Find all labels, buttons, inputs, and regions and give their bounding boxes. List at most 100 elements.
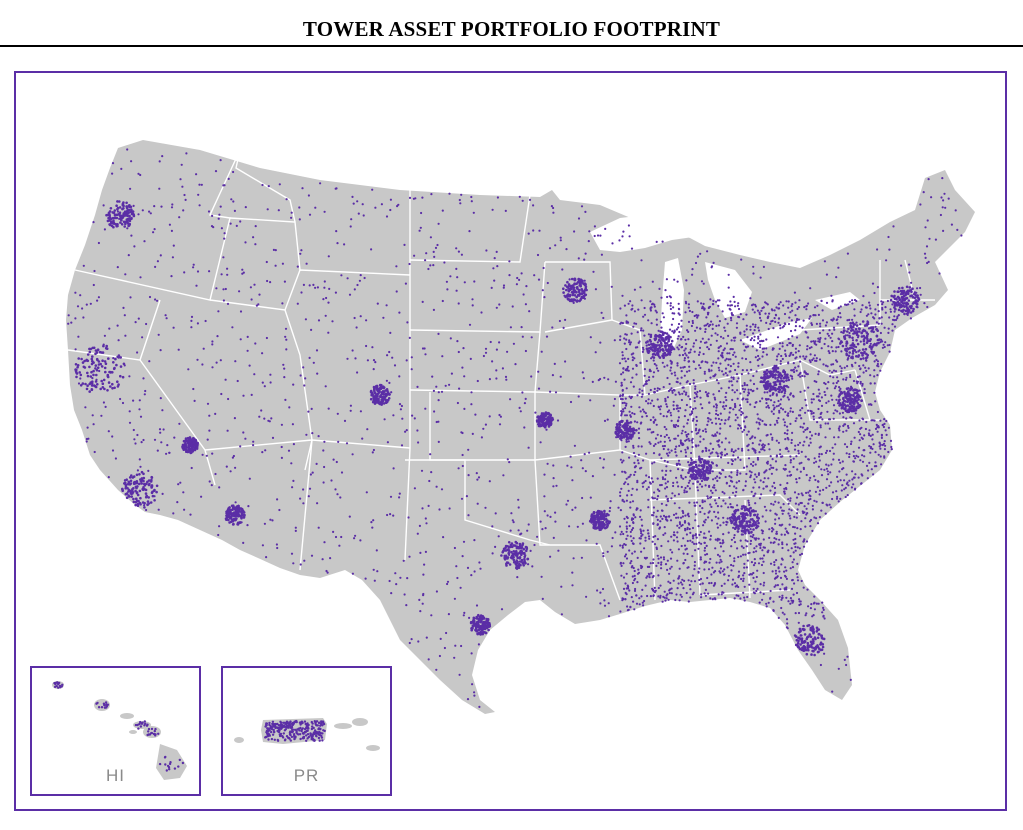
tower-dot-icon — [870, 419, 873, 422]
tower-dot-icon — [516, 556, 519, 560]
tower-dot-icon — [290, 462, 293, 465]
tower-dot-icon — [515, 567, 519, 570]
tower-dot-icon — [647, 486, 650, 489]
tower-dot-icon — [117, 339, 120, 342]
tower-dot-icon — [310, 554, 314, 557]
tower-dot-icon — [706, 497, 710, 500]
tower-dot-icon — [699, 510, 702, 514]
tower-dot-icon — [798, 462, 801, 465]
tower-dot-icon — [817, 433, 820, 436]
tower-dot-icon — [789, 497, 792, 500]
tower-dot-icon — [798, 598, 801, 601]
tower-dot-icon — [120, 167, 123, 170]
tower-dot-icon — [610, 545, 614, 548]
tower-dot-icon — [394, 572, 397, 575]
tower-dot-icon — [701, 449, 704, 453]
tower-dot-icon — [689, 457, 693, 460]
tower-dot-icon — [670, 414, 673, 417]
tower-dot-icon — [640, 595, 643, 598]
tower-dot-icon — [889, 308, 892, 311]
tower-dot-icon — [699, 583, 702, 586]
tower-dot-icon — [482, 354, 485, 358]
tower-dot-icon — [340, 535, 343, 539]
tower-dot-icon — [625, 314, 628, 317]
tower-dot-icon — [618, 362, 622, 365]
tower-dot-icon — [881, 424, 884, 427]
tower-dot-icon — [727, 273, 730, 276]
tower-dot-icon — [440, 488, 444, 491]
tower-dot-icon — [750, 368, 753, 371]
tower-dot-icon — [317, 526, 320, 529]
tower-dot-icon — [536, 253, 540, 257]
tower-dot-icon — [410, 368, 413, 371]
tower-dot-icon — [681, 510, 685, 513]
tower-dot-icon — [583, 453, 586, 456]
tower-dot-icon — [840, 350, 843, 353]
tower-dot-icon — [437, 440, 440, 443]
tower-dot-icon — [759, 276, 762, 279]
tower-dot-icon — [737, 377, 740, 380]
tower-dot-icon — [837, 436, 840, 439]
tower-dot-icon — [732, 377, 735, 381]
tower-dot-icon — [629, 530, 632, 534]
tower-dot-icon — [210, 484, 213, 487]
tower-dot-icon — [758, 311, 761, 314]
tower-dot-icon — [323, 280, 326, 283]
tower-dot-icon — [659, 434, 663, 437]
tower-dot-icon — [803, 375, 806, 378]
tower-dot-icon — [685, 279, 688, 282]
tower-dot-icon — [238, 506, 241, 510]
tower-dot-icon — [687, 360, 690, 363]
tower-dot-icon — [624, 481, 627, 484]
tower-dot-icon — [643, 410, 646, 413]
tower-dot-icon — [142, 438, 145, 442]
tower-dot-icon — [796, 512, 799, 515]
tower-dot-icon — [660, 457, 663, 460]
tower-dot-icon — [649, 388, 652, 392]
tower-dot-icon — [671, 492, 674, 495]
tower-dot-icon — [718, 476, 721, 479]
tower-dot-icon — [670, 372, 673, 375]
tower-dot-icon — [496, 265, 499, 268]
tower-dot-icon — [467, 514, 470, 517]
tower-dot-icon — [581, 467, 584, 470]
tower-dot-icon — [830, 481, 833, 484]
tower-dot-icon — [124, 334, 127, 337]
tower-dot-icon — [657, 574, 660, 577]
tower-dot-icon — [645, 344, 648, 347]
tower-dot-icon — [714, 373, 717, 376]
tower-dot-icon — [669, 469, 672, 472]
tower-dot-icon — [641, 350, 645, 353]
tower-dot-icon — [566, 464, 569, 467]
tower-dot-icon — [219, 159, 222, 162]
tower-dot-icon — [476, 502, 479, 505]
tower-dot-icon — [141, 488, 145, 492]
tower-dot-icon — [730, 476, 733, 479]
tower-dot-icon — [874, 354, 877, 357]
tower-dot-icon — [241, 268, 244, 271]
tower-dot-icon — [759, 439, 762, 442]
tower-dot-icon — [661, 240, 664, 243]
tower-dot-icon — [752, 460, 755, 464]
tower-dot-icon — [851, 318, 854, 321]
tower-dot-icon — [812, 411, 815, 415]
tower-dot-icon — [816, 486, 819, 489]
tower-dot-icon — [801, 494, 804, 497]
tower-dot-icon — [676, 346, 679, 349]
tower-dot-icon — [494, 545, 497, 549]
tower-dot-icon — [762, 571, 765, 575]
tower-dot-icon — [846, 319, 849, 322]
tower-dot-icon — [372, 397, 376, 401]
tower-dot-icon — [668, 572, 671, 575]
tower-dot-icon — [359, 274, 362, 277]
tower-dot-icon — [550, 205, 554, 208]
tower-dot-icon — [470, 200, 473, 203]
tower-dot-icon — [492, 267, 495, 270]
map-frame — [14, 71, 1007, 811]
tower-dot-icon — [384, 401, 388, 404]
tower-dot-icon — [810, 434, 814, 437]
tower-dot-icon — [395, 265, 398, 268]
tower-dot-icon — [797, 503, 800, 506]
tower-dot-icon — [224, 517, 228, 520]
